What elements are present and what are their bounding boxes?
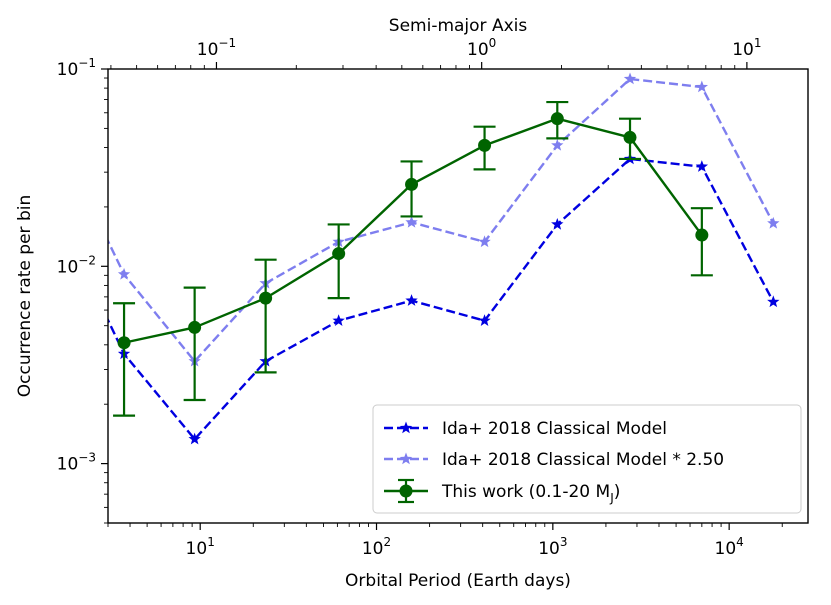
data-point (478, 138, 492, 152)
data-point (188, 432, 201, 445)
y-tick-label-base: 10 (57, 455, 79, 475)
data-point (188, 320, 202, 334)
x-tick-label-exponent: 1 (207, 535, 215, 549)
legend-entry (384, 478, 428, 504)
x-tick-label: 103 (538, 535, 567, 559)
x-tick-label-base: 10 (538, 539, 560, 559)
top-axis-title: Semi-major Axis (389, 16, 528, 36)
data-point (259, 291, 273, 305)
data-point (405, 177, 419, 191)
x-tick-label-exponent: 2 (384, 535, 392, 549)
data-point (551, 217, 564, 230)
legend-label: This work (0.1-20 MJ) (441, 482, 620, 505)
data-point (623, 72, 637, 85)
data-point (767, 216, 780, 229)
top-tick-label-exponent: 0 (489, 36, 497, 50)
y-tick-label-exponent: −1 (78, 56, 96, 70)
series-line (108, 157, 775, 441)
y-tick-label-base: 10 (57, 60, 79, 80)
data-point (332, 314, 345, 326)
data-point (695, 80, 709, 93)
legend-label-subscript: J (609, 491, 614, 505)
series-3 (113, 100, 713, 417)
y-tick-label: 10−1 (57, 56, 96, 80)
top-tick-label-base: 10 (732, 40, 754, 60)
x-tick-label-base: 10 (715, 539, 737, 559)
data-point (623, 130, 637, 144)
top-tick-label-base: 10 (197, 40, 219, 60)
y-axis-title: Occurrence rate per bin (15, 195, 35, 397)
legend-frame (372, 404, 802, 514)
x-axis-title: Orbital Period (Earth days) (345, 571, 571, 591)
legend-label: Ida+ 2018 Classical Model (442, 419, 667, 439)
plot-frame (107, 68, 809, 524)
y-tick-label-base: 10 (57, 257, 79, 277)
legend-marker (399, 452, 413, 465)
data-point (405, 294, 418, 306)
y-tick-label-exponent: −3 (78, 451, 96, 465)
data-point (88, 206, 100, 218)
x-tick-label-exponent: 4 (736, 535, 744, 549)
legend-label-end: ) (614, 482, 621, 502)
top-tick-label-base: 10 (467, 40, 489, 60)
legend-label-text: Ida+ 2018 Classical Model (442, 419, 667, 439)
top-tick-label-exponent: 1 (754, 36, 762, 50)
series-line (108, 77, 775, 363)
data-point (478, 235, 491, 248)
x-tick-label: 102 (362, 535, 391, 559)
data-point (88, 284, 100, 296)
y-tick-label: 10−2 (57, 253, 96, 277)
data-point (767, 295, 780, 308)
top-tick-label: 100 (467, 36, 496, 60)
y-tick-label-exponent: −2 (78, 253, 96, 267)
data-point (551, 138, 564, 151)
legend: Ida+ 2018 Classical Model Ida+ 2018 Class… (372, 404, 802, 514)
legend-label-text: Ida+ 2018 Classical Model * 2.50 (442, 450, 724, 470)
x-tick-label-exponent: 3 (560, 535, 568, 549)
x-tick-label: 104 (715, 535, 744, 559)
x-tick-label-base: 10 (186, 539, 208, 559)
legend-entry (384, 452, 428, 465)
series-line (123, 117, 703, 344)
data-point (117, 267, 131, 280)
x-tick-label-base: 10 (362, 539, 384, 559)
legend-entry (384, 421, 428, 434)
data-point (405, 215, 418, 228)
legend-marker (399, 421, 413, 434)
legend-label-text: This work (0.1-20 M (441, 482, 610, 502)
top-tick-label: 101 (732, 36, 761, 60)
legend-marker (399, 484, 413, 498)
data-point (478, 314, 491, 326)
top-tick-label: 10−1 (197, 36, 236, 60)
legend-label: Ida+ 2018 Classical Model * 2.50 (442, 450, 724, 470)
data-point (550, 112, 564, 126)
data-point (332, 247, 346, 261)
top-tick-label-exponent: −1 (218, 36, 236, 50)
x-tick-label: 101 (186, 535, 215, 559)
data-point (117, 336, 131, 350)
y-tick-label: 10−3 (57, 451, 96, 475)
data-point (695, 228, 709, 242)
data-point (695, 160, 709, 172)
